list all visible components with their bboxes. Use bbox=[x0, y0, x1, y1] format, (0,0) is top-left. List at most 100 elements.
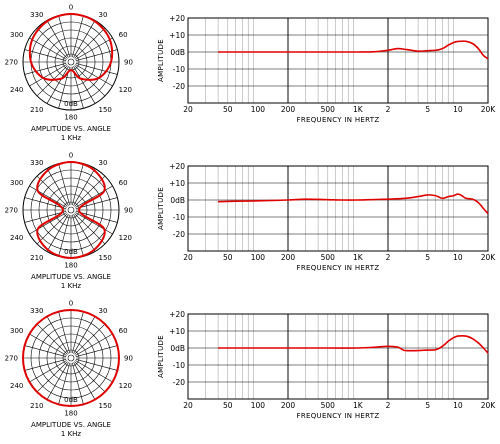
y-tick-label: -20 bbox=[173, 230, 185, 239]
x-tick-label: 2 bbox=[386, 401, 391, 410]
polar-angle-label: 180 bbox=[64, 410, 77, 418]
x-tick-label: 100 bbox=[251, 105, 266, 114]
polar-radial-label: 0dB bbox=[64, 396, 78, 404]
polar-spoke bbox=[24, 345, 67, 357]
polar-spoke bbox=[58, 214, 70, 257]
polar-spoke bbox=[24, 359, 67, 371]
polar-angle-label: 150 bbox=[99, 254, 112, 262]
x-tick-label: 20 bbox=[183, 253, 193, 262]
polar-caption: AMPLITUDE VS. ANGLE bbox=[31, 273, 111, 281]
x-tick-label: 2 bbox=[386, 105, 391, 114]
x-tick-label: 2 bbox=[386, 253, 391, 262]
polar-spoke bbox=[75, 345, 118, 357]
frequency-response-curve bbox=[218, 193, 489, 215]
polar-spoke bbox=[72, 214, 84, 257]
polar-spoke bbox=[36, 213, 68, 245]
polar-spoke bbox=[24, 63, 67, 75]
polar-spoke bbox=[73, 316, 96, 354]
x-tick-label: 10 bbox=[453, 105, 463, 114]
y-tick-label: +20 bbox=[169, 162, 185, 171]
polar-angle-label: 90 bbox=[124, 207, 133, 215]
y-tick-label: +20 bbox=[169, 310, 185, 319]
polar-angle-label: 210 bbox=[30, 254, 43, 262]
polar-plot-3: 0 30 60 90 120 150 180 210 240 270 300 330 0dB AMPLIT… bbox=[5, 300, 133, 439]
polar-spoke bbox=[29, 185, 67, 208]
polar-angle-label: 90 bbox=[124, 355, 133, 363]
polar-spoke bbox=[73, 66, 96, 104]
x-axis-title: FREQUENCY IN HERTZ bbox=[297, 264, 380, 272]
polar-spoke bbox=[75, 360, 113, 383]
polar-spoke bbox=[75, 63, 118, 75]
polar-angle-label: 270 bbox=[5, 355, 18, 363]
x-axis-title: FREQUENCY IN HERTZ bbox=[297, 116, 380, 124]
polar-spoke bbox=[46, 66, 69, 104]
polar-spoke bbox=[74, 213, 106, 245]
plot-frame bbox=[187, 313, 489, 400]
polar-spoke bbox=[29, 333, 67, 356]
polar-spoke bbox=[24, 211, 67, 223]
x-tick-label: 5 bbox=[425, 105, 430, 114]
frequency-response-plot-1: +20 +10 0dB -10 -20 20 50 100 200 500 1K 2 5 10 20K FRE… bbox=[157, 14, 496, 124]
frequency-response-curve bbox=[218, 40, 489, 60]
polar-angle-label: 270 bbox=[5, 207, 18, 215]
x-tick-label: 10 bbox=[453, 253, 463, 262]
polar-spoke bbox=[58, 362, 70, 405]
x-tick-label: 20K bbox=[481, 401, 497, 410]
y-tick-label: -10 bbox=[173, 213, 185, 222]
y-tick-label: 0dB bbox=[170, 196, 185, 205]
x-tick-label: 1K bbox=[353, 105, 364, 114]
polar-ring bbox=[38, 29, 104, 95]
polar-spoke bbox=[29, 37, 67, 60]
polar-ring bbox=[30, 169, 112, 251]
polar-spoke bbox=[46, 316, 69, 354]
polar-angle-label: 180 bbox=[64, 262, 77, 270]
polar-angle-label: 30 bbox=[99, 307, 108, 315]
polar-pattern-curve bbox=[28, 12, 114, 81]
polar-caption: AMPLITUDE VS. ANGLE bbox=[31, 125, 111, 133]
polar-caption: AMPLITUDE VS. ANGLE bbox=[31, 421, 111, 429]
polar-ring bbox=[46, 37, 96, 87]
polar-spoke bbox=[29, 212, 67, 235]
polar-spoke bbox=[75, 49, 118, 61]
polar-spoke bbox=[75, 197, 118, 209]
polar-spoke bbox=[46, 214, 69, 252]
polar-spoke bbox=[75, 333, 113, 356]
x-tick-label: 200 bbox=[281, 401, 296, 410]
polar-center bbox=[67, 58, 75, 66]
polar-spoke bbox=[72, 15, 84, 58]
polar-angle-label: 240 bbox=[10, 234, 23, 242]
y-tick-label: +20 bbox=[169, 14, 185, 23]
polar-angle-label: 30 bbox=[99, 11, 108, 19]
polar-spoke bbox=[46, 20, 69, 58]
polar-spoke bbox=[74, 361, 106, 393]
plot-frame bbox=[187, 165, 489, 252]
y-axis-title: AMPLITUDE bbox=[157, 39, 165, 82]
x-tick-label: 20 bbox=[183, 105, 193, 114]
polar-spoke bbox=[75, 37, 113, 60]
frequency-response-plot-3: +20 +10 0dB -10 -20 20 50 100 200 500 1K 2 5 10 20K FRE… bbox=[157, 310, 496, 420]
polar-frequency: 1 KHz bbox=[61, 282, 82, 290]
polar-frequency: 1 KHz bbox=[61, 134, 82, 142]
polar-angle-label: 330 bbox=[30, 307, 43, 315]
x-tick-label: 20K bbox=[481, 253, 497, 262]
x-tick-label: 100 bbox=[251, 401, 266, 410]
polar-spoke bbox=[75, 64, 113, 87]
polar-pattern-curve bbox=[21, 308, 121, 408]
polar-ring bbox=[62, 349, 80, 367]
y-tick-label: 0dB bbox=[170, 344, 185, 353]
polar-spoke bbox=[36, 27, 68, 59]
y-tick-label: +10 bbox=[169, 31, 185, 40]
polar-angle-label: 90 bbox=[124, 59, 133, 67]
y-tick-label: -20 bbox=[173, 378, 185, 387]
polar-spoke bbox=[72, 311, 84, 354]
x-tick-label: 1K bbox=[353, 253, 364, 262]
polar-ring bbox=[46, 333, 96, 383]
y-axis-title: AMPLITUDE bbox=[157, 335, 165, 378]
x-tick-label: 5 bbox=[425, 401, 430, 410]
polar-radial-label: 0dB bbox=[64, 248, 78, 256]
x-tick-label: 50 bbox=[223, 253, 233, 262]
x-tick-label: 20K bbox=[481, 105, 497, 114]
polar-angle-label: 210 bbox=[30, 106, 43, 114]
polar-spoke bbox=[75, 211, 118, 223]
